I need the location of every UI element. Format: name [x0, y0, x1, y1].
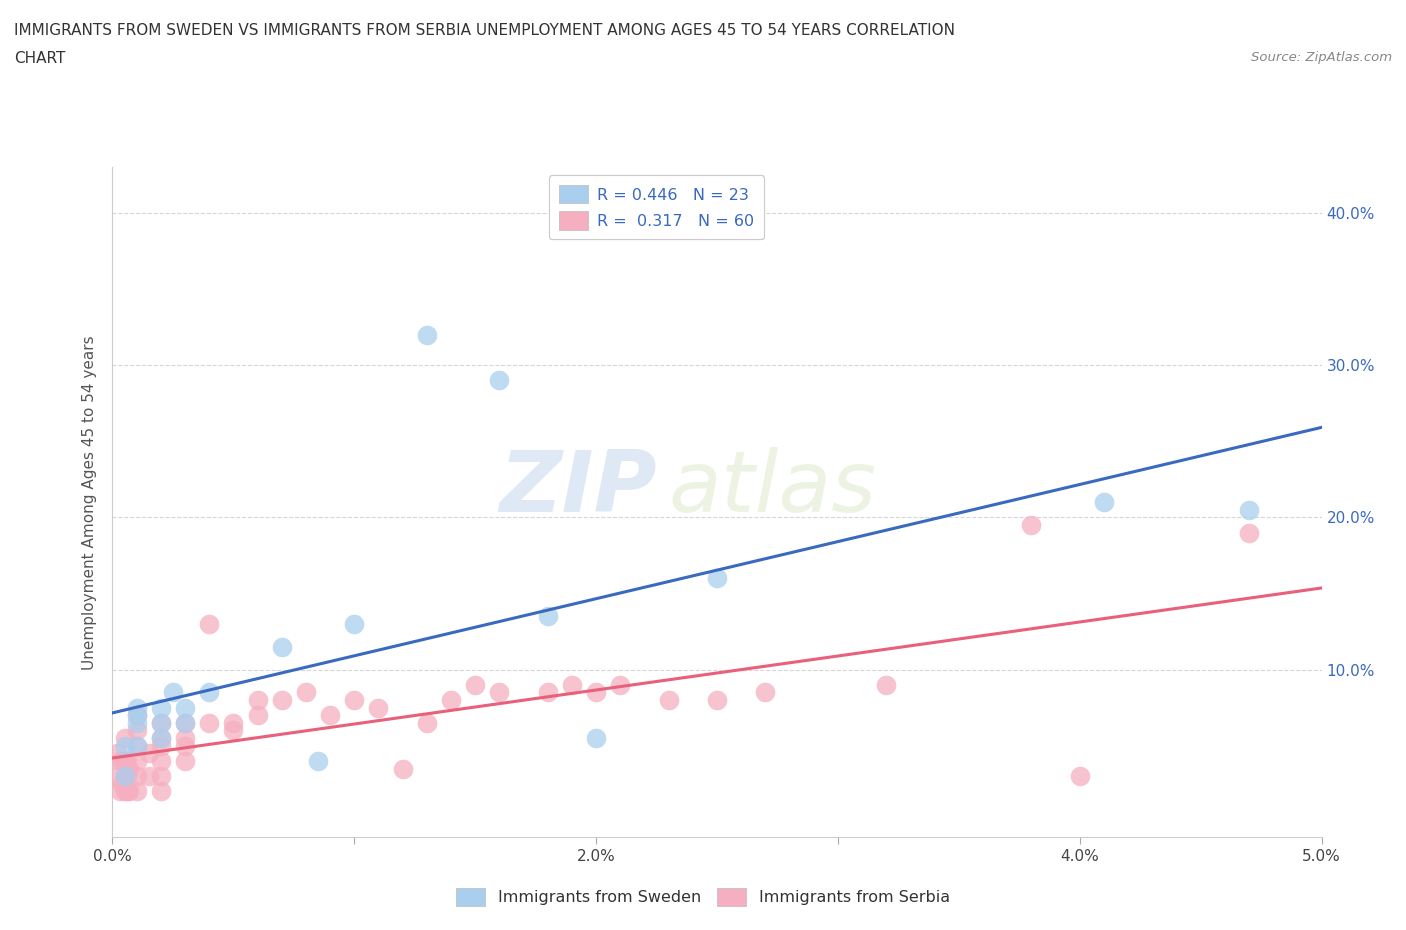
Point — [111, 753, 134, 768]
Point — [198, 617, 221, 631]
Point — [488, 685, 510, 700]
Point — [125, 738, 148, 753]
Point — [198, 685, 221, 700]
Point — [149, 731, 172, 746]
Point — [222, 715, 245, 730]
Point — [1021, 518, 1043, 533]
Text: IMMIGRANTS FROM SWEDEN VS IMMIGRANTS FROM SERBIA UNEMPLOYMENT AMONG AGES 45 TO 5: IMMIGRANTS FROM SWEDEN VS IMMIGRANTS FRO… — [14, 23, 955, 38]
Point — [174, 715, 197, 730]
Point — [585, 685, 607, 700]
Point — [391, 761, 413, 776]
Point — [658, 693, 681, 708]
Point — [105, 769, 128, 784]
Legend: R = 0.446   N = 23, R =  0.317   N = 60: R = 0.446 N = 23, R = 0.317 N = 60 — [550, 176, 763, 239]
Point — [115, 784, 138, 799]
Point — [1237, 502, 1260, 517]
Point — [149, 784, 172, 799]
Point — [149, 731, 172, 746]
Point — [270, 639, 292, 654]
Point — [114, 784, 136, 799]
Point — [561, 677, 583, 692]
Point — [319, 708, 342, 723]
Point — [416, 715, 439, 730]
Point — [537, 609, 560, 624]
Point — [174, 738, 197, 753]
Point — [149, 769, 172, 784]
Point — [174, 753, 197, 768]
Point — [114, 738, 136, 753]
Point — [118, 784, 141, 799]
Point — [307, 753, 329, 768]
Point — [115, 753, 138, 768]
Point — [114, 769, 136, 784]
Point — [114, 753, 136, 768]
Point — [754, 685, 776, 700]
Point — [125, 753, 148, 768]
Point — [149, 715, 172, 730]
Point — [174, 700, 197, 715]
Point — [138, 769, 160, 784]
Point — [125, 784, 148, 799]
Point — [198, 715, 221, 730]
Point — [875, 677, 897, 692]
Point — [125, 715, 148, 730]
Point — [1237, 525, 1260, 540]
Point — [125, 700, 148, 715]
Point — [295, 685, 318, 700]
Point — [125, 708, 148, 723]
Point — [270, 693, 292, 708]
Point — [609, 677, 631, 692]
Point — [149, 700, 172, 715]
Text: CHART: CHART — [14, 51, 66, 66]
Point — [149, 738, 172, 753]
Point — [149, 715, 172, 730]
Point — [343, 617, 366, 631]
Point — [125, 708, 148, 723]
Point — [162, 685, 184, 700]
Point — [343, 693, 366, 708]
Point — [706, 693, 728, 708]
Text: ZIP: ZIP — [499, 447, 657, 530]
Point — [367, 700, 389, 715]
Point — [706, 571, 728, 586]
Point — [464, 677, 486, 692]
Point — [111, 777, 134, 791]
Point — [1069, 769, 1091, 784]
Legend: Immigrants from Sweden, Immigrants from Serbia: Immigrants from Sweden, Immigrants from … — [450, 882, 956, 912]
Point — [440, 693, 463, 708]
Point — [108, 753, 131, 768]
Point — [149, 753, 172, 768]
Point — [416, 327, 439, 342]
Point — [118, 761, 141, 776]
Point — [246, 693, 269, 708]
Point — [125, 738, 148, 753]
Point — [114, 731, 136, 746]
Y-axis label: Unemployment Among Ages 45 to 54 years: Unemployment Among Ages 45 to 54 years — [82, 335, 97, 670]
Point — [1092, 495, 1115, 510]
Point — [114, 769, 136, 784]
Point — [125, 723, 148, 737]
Text: atlas: atlas — [669, 447, 877, 530]
Point — [174, 715, 197, 730]
Point — [105, 746, 128, 761]
Point — [222, 723, 245, 737]
Text: Source: ZipAtlas.com: Source: ZipAtlas.com — [1251, 51, 1392, 64]
Point — [115, 769, 138, 784]
Point — [108, 784, 131, 799]
Point — [585, 731, 607, 746]
Point — [138, 746, 160, 761]
Point — [125, 769, 148, 784]
Point — [174, 731, 197, 746]
Point — [246, 708, 269, 723]
Point — [488, 373, 510, 388]
Point — [537, 685, 560, 700]
